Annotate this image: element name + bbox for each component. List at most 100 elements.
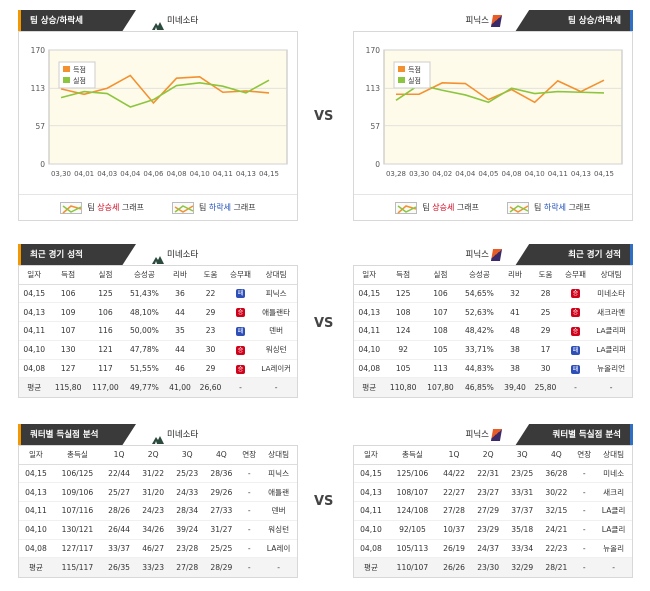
legend-swatch	[398, 77, 405, 83]
table-row: 04,10 130/121 26/44 34/26 39/24 31/27- 워싱턴	[19, 520, 297, 540]
column-header: 승무패	[225, 266, 256, 285]
recent-table-panel-right: 일자 득점 실점 승성공 리바 도움 승무패 상대팀 04,15 125 106 54,65% 32 2…	[353, 265, 633, 398]
minnesota-logo-icon	[152, 17, 164, 30]
series-line-score	[60, 74, 270, 105]
vs-label-3: VS	[314, 494, 334, 509]
x-tick-label: 04,10	[525, 170, 545, 178]
trend-header-right: 피닉스 팀 상승/하락세	[353, 10, 633, 32]
table-row: 04,15 106/125 22/44 31/22 25/23 28/36- 피닉스	[19, 464, 297, 484]
column-header: 1Q	[437, 446, 472, 465]
trend-footer-left: 팀 상승세 그래프 팀 하락세 그래프	[19, 194, 297, 220]
legend-label: 실점	[73, 76, 86, 85]
legend-label: 실점	[408, 76, 421, 85]
column-header: 득점	[49, 266, 87, 285]
x-tick-label: 04,08	[502, 170, 522, 178]
column-header: 리바	[499, 266, 531, 285]
average-row: 평균 115,80 117,00 49,77% 41,00 26,60- -	[19, 377, 297, 397]
column-header: 4Q	[204, 446, 239, 465]
column-header: 일자	[19, 446, 53, 465]
column-header: 1Q	[102, 446, 137, 465]
column-header: 연장	[573, 446, 596, 465]
column-header: 일자	[19, 266, 50, 285]
table-row: 04,11 124 108 48,42% 48 29 승 LA클리퍼	[354, 321, 632, 341]
column-header: 승무패	[560, 266, 591, 285]
recent-table-right: 일자 득점 실점 승성공 리바 도움 승무패 상대팀 04,15 125 106 54,65% 32 2…	[354, 266, 632, 397]
minnesota-logo-icon	[152, 431, 164, 444]
x-tick-label: 04,05	[478, 170, 498, 178]
win-badge-icon: 패	[570, 364, 580, 374]
recent-table-left: 일자 득점 실점 승성공 리바 도움 승무패 상대팀 04,15 106 125 51,43% 36 2…	[19, 266, 297, 397]
series-line-allowed	[60, 79, 270, 108]
team-label-left: 미네소타	[152, 10, 198, 32]
phoenix-logo-icon	[490, 429, 503, 441]
column-header: 실점	[421, 266, 460, 285]
column-header: 4Q	[539, 446, 574, 465]
down-graph-icon	[172, 201, 194, 214]
x-tick-label: 04,10	[190, 170, 210, 178]
table-row: 04,10 92/105 10/37 23/29 35/18 24/21- LA클리	[354, 520, 632, 540]
column-header: 실점	[86, 266, 125, 285]
loss-badge-icon: 승	[570, 308, 580, 318]
table-row: 04,13 108/107 22/27 23/27 33/31 30/22- 새크리	[354, 482, 632, 503]
column-header: 상대팀	[595, 446, 632, 465]
table-row: 04,10 92 105 33,71% 38 17 패 LA클리퍼	[354, 340, 632, 360]
table-row: 04,08 105/113 26/19 24/37 33/34 22/23- 뉴올리	[354, 539, 632, 559]
win-badge-icon: 패	[235, 289, 245, 299]
legend-label: 득점	[73, 66, 86, 74]
table-row: 04,15 106 125 51,43% 36 22 패 피닉스	[19, 284, 297, 304]
legend-swatch	[398, 66, 405, 72]
column-header: 일자	[354, 446, 388, 465]
table-row: 04,15 125/106 44/22 22/31 23/25 36/28- 미네소	[354, 464, 632, 484]
phoenix-logo-icon	[490, 249, 503, 261]
column-header: 총득실	[52, 446, 103, 465]
quarter-table-right: 일자 총득실 1Q 2Q 3Q 4Q 연장 상대팀 04,15 125/106 44/22 22/3…	[354, 446, 632, 577]
average-row: 평균 110/107 26/26 23/30 32/29 28/21- -	[354, 557, 632, 577]
table-row: 04,11 107 116 50,00% 35 23 패 덴버	[19, 321, 297, 341]
y-tick-label: 57	[35, 122, 45, 131]
x-tick-label: 03,30	[409, 170, 429, 178]
series-line-allowed	[395, 84, 605, 104]
average-row: 평균 110,80 107,80 46,85% 39,40 25,80- -	[354, 377, 632, 397]
down-graph-icon	[507, 201, 529, 214]
y-tick-label: 57	[370, 122, 380, 131]
quarter-header-left: 쿼터별 득실점 분석 미네소타	[18, 424, 298, 446]
table-row: 04,08 127/117 33/37 46/27 23/28 25/25- LA레이	[19, 539, 297, 559]
win-badge-icon: 패	[570, 345, 580, 355]
y-tick-label: 0	[375, 160, 380, 169]
table-row: 04,11 124/108 27/28 27/29 37/37 32/15- LA클리	[354, 501, 632, 521]
x-tick-label: 04,15	[259, 170, 279, 178]
legend-swatch	[63, 77, 70, 83]
x-tick-label: 04,15	[594, 170, 614, 178]
y-tick-label: 0	[40, 160, 45, 169]
recent-header-left: 최근 경기 성적 미네소타	[18, 244, 298, 266]
trend-title-left: 팀 상승/하락세	[18, 10, 136, 32]
x-tick-label: 04,03	[97, 170, 117, 178]
loss-badge-icon: 승	[235, 345, 245, 355]
y-tick-label: 170	[31, 46, 46, 55]
table-row: 04,13 109/106 25/27 31/20 24/33 29/26- 애틀랜	[19, 482, 297, 503]
column-header: 2Q	[136, 446, 171, 465]
up-graph-icon	[395, 201, 418, 214]
vs-label-2: VS	[314, 316, 334, 331]
table-row: 04,08 127 117 51,55% 46 29 승 LA레이커	[19, 359, 297, 379]
column-header: 상대팀	[590, 266, 632, 285]
x-tick-label: 04,04	[120, 170, 141, 178]
recent-title-right: 최근 경기 성적	[515, 244, 633, 266]
quarter-title-right: 쿼터별 득실점 분석	[515, 424, 633, 446]
column-header: 승성공	[124, 266, 165, 285]
trend-footer-right: 팀 상승세 그래프 팀 하락세 그래프	[354, 194, 632, 220]
recent-header-right: 피닉스 최근 경기 성적	[353, 244, 633, 266]
column-header: 도움	[195, 266, 226, 285]
minnesota-logo-icon	[152, 251, 164, 264]
trend-chart-panel-right: 0 57 113 170 03,28 03,30 04,02 04,04 04,05 04,08 0…	[353, 31, 633, 221]
table-row: 04,15 125 106 54,65% 32 28 승 미네소타	[354, 284, 632, 304]
y-tick-label: 113	[366, 84, 381, 93]
column-header: 일자	[354, 266, 385, 285]
x-tick-label: 04,13	[236, 170, 256, 178]
x-tick-label: 04,13	[571, 170, 591, 178]
trend-chart-panel-left: 0 57 113 170 03,30 04,01 04,03 04,04 04,06 04,08 0…	[18, 31, 298, 221]
phoenix-logo-icon	[490, 15, 503, 27]
